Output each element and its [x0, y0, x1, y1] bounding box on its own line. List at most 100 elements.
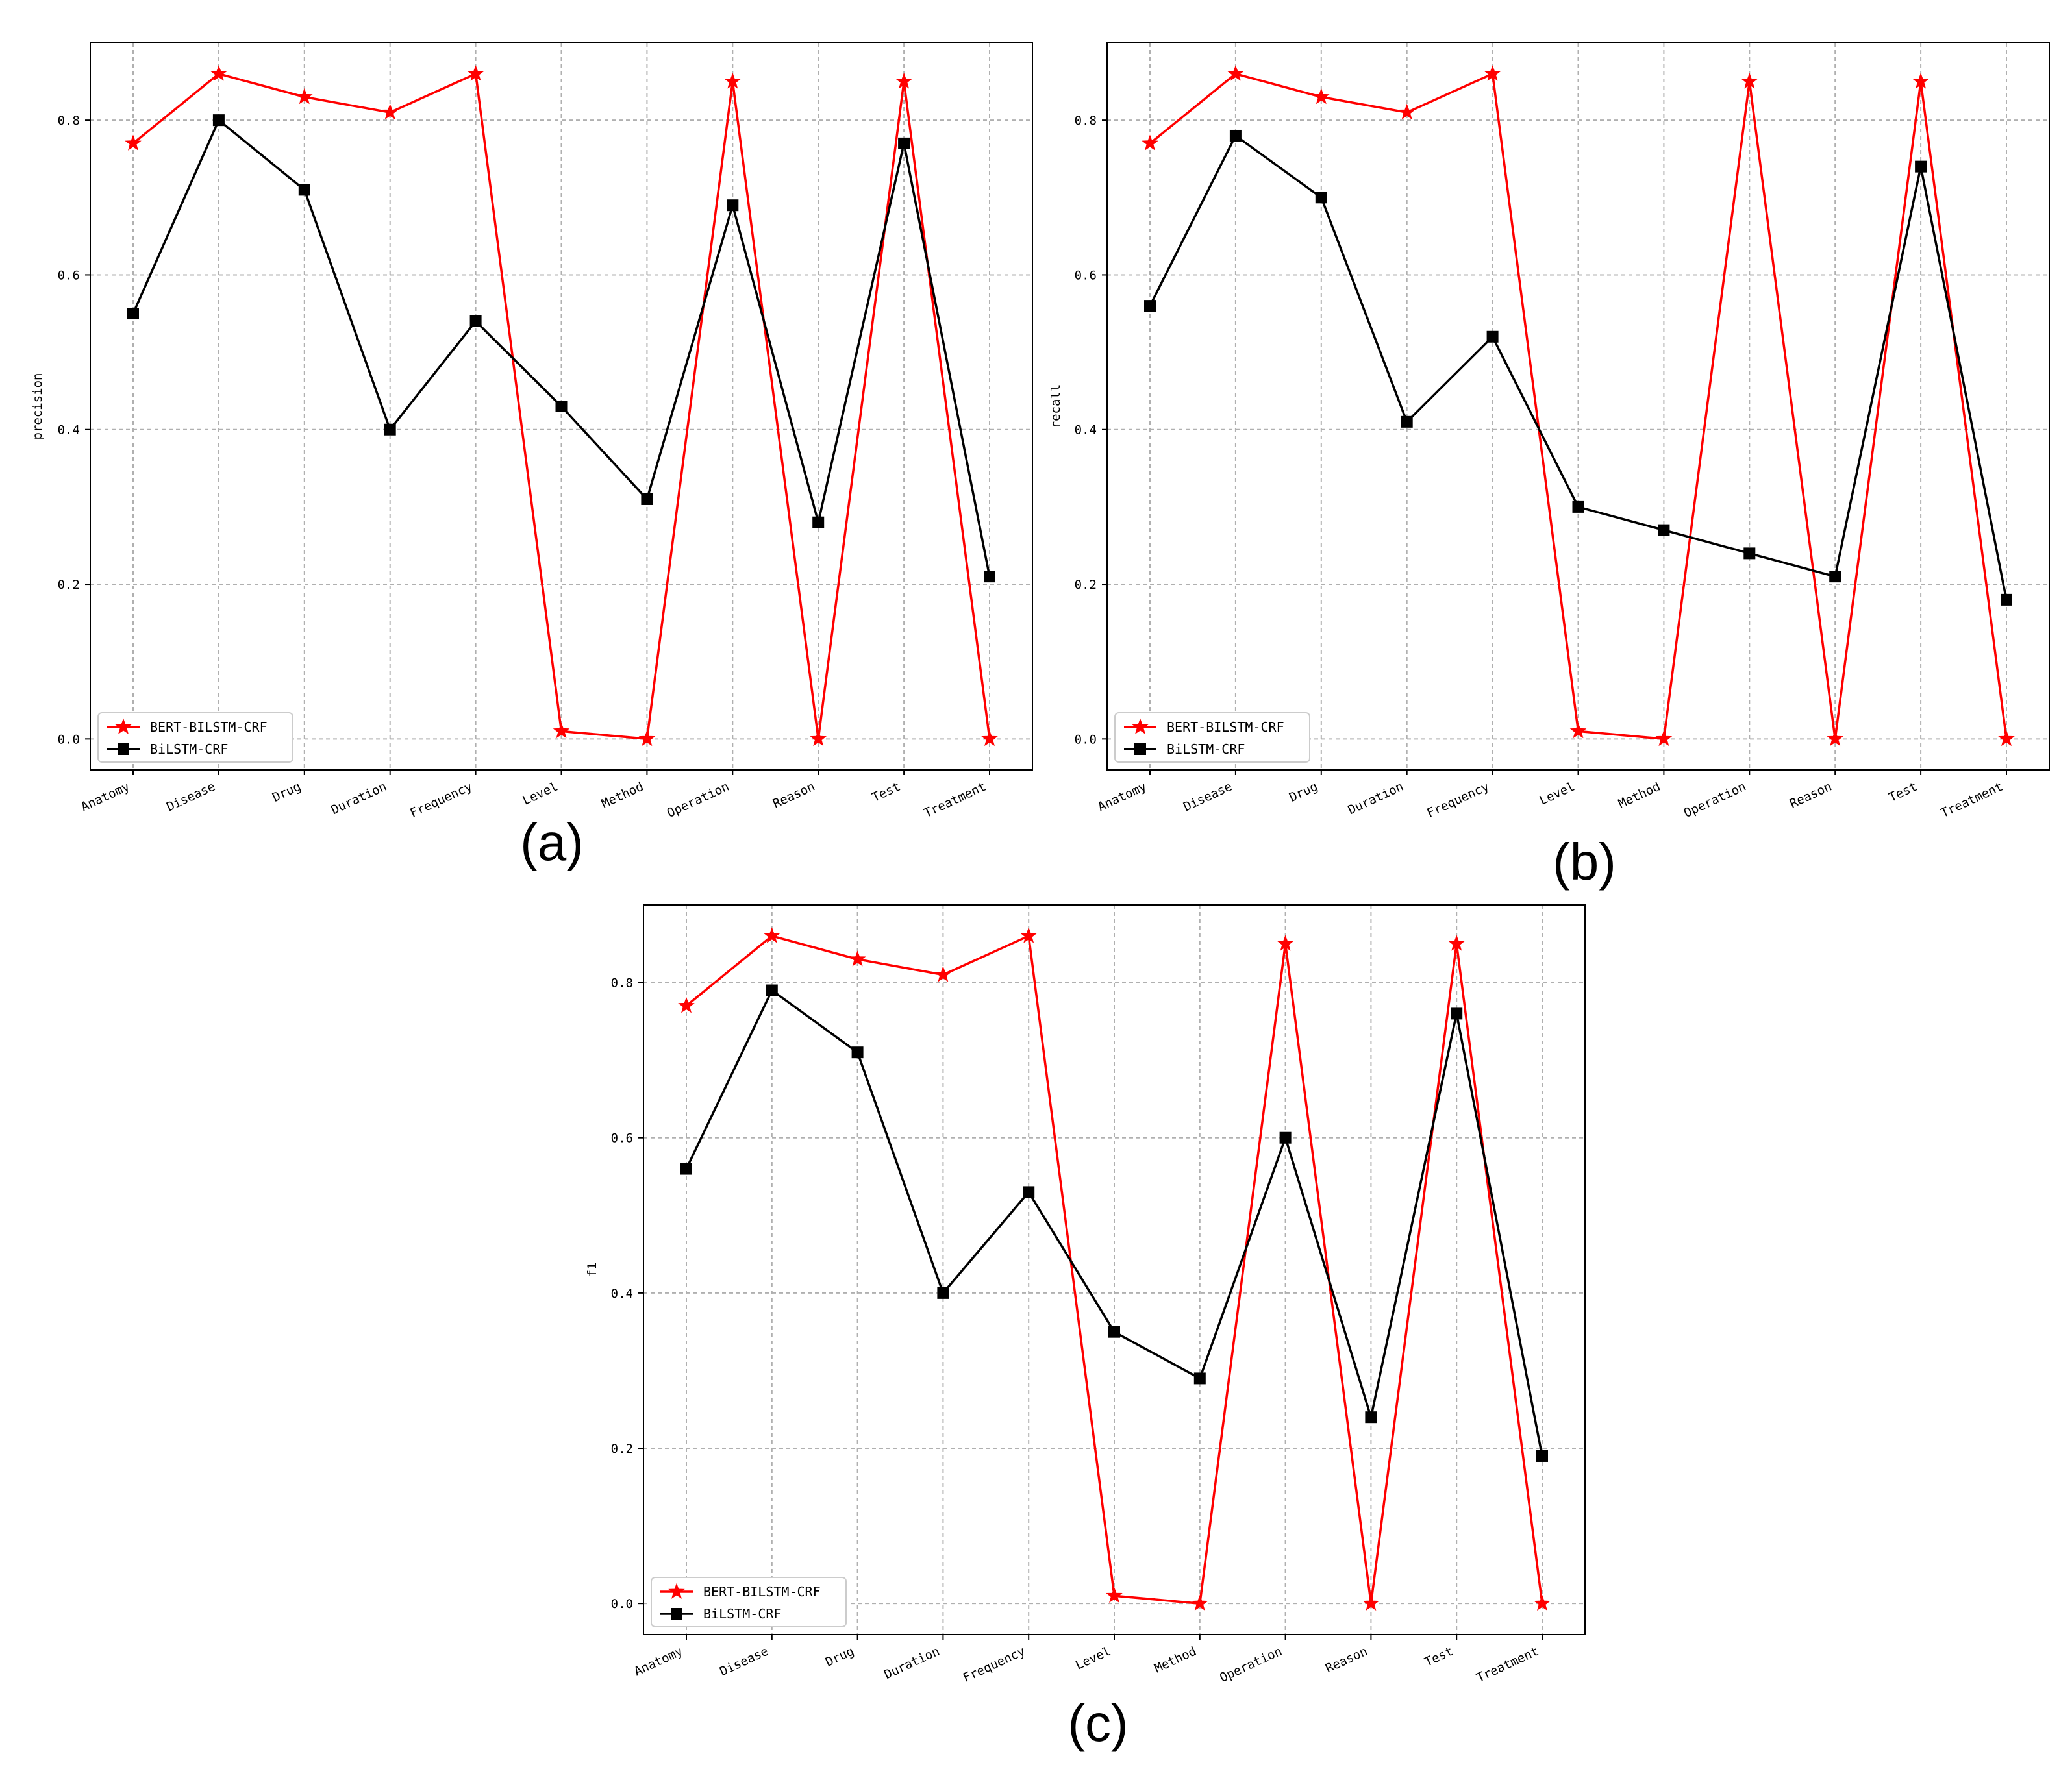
- data-point-bert-bilstm-crf: [1912, 73, 1929, 89]
- y-tick-label: 0.0: [1075, 732, 1097, 747]
- chart-panel-a: 0.0 0.2 0.4 0.6 0.8 Anatomy Disease Drug Duratio…: [31, 42, 1033, 871]
- x-tick-label: Anatomy: [632, 1644, 685, 1679]
- data-point-bilstm-crf: [1193, 1372, 1206, 1385]
- data-point-bert-bilstm-crf: [1142, 134, 1158, 151]
- data-point-bilstm-crf: [680, 1163, 692, 1175]
- x-tick-label: Disease: [1181, 780, 1234, 815]
- y-tick-label: 0.8: [611, 976, 633, 991]
- data-point-bert-bilstm-crf: [1020, 927, 1037, 943]
- data-point-bilstm-crf: [1279, 1131, 1292, 1144]
- data-point-bert-bilstm-crf: [1569, 722, 1587, 739]
- data-point-bilstm-crf: [384, 423, 396, 436]
- x-tick-label: Method: [1616, 780, 1663, 811]
- data-point-bert-bilstm-crf: [553, 722, 570, 739]
- legend-label: BiLSTM-CRF: [150, 741, 228, 757]
- data-point-bilstm-crf: [1658, 524, 1670, 536]
- legend-marker: [118, 743, 129, 755]
- data-point-bert-bilstm-crf: [467, 65, 484, 81]
- data-point-bert-bilstm-crf: [1448, 935, 1465, 951]
- x-tick-label: Treatment: [922, 780, 989, 821]
- data-point-bilstm-crf: [727, 199, 739, 212]
- x-tick-label: Test: [1886, 780, 1919, 805]
- y-axis-label: f1: [585, 1263, 599, 1278]
- panel-label: (c): [1067, 1694, 1128, 1752]
- chart-panel-c: 0.0 0.2 0.4 0.6 0.8 Anatomy Disease Drug Duratio…: [585, 904, 1586, 1752]
- legend-label: BiLSTM-CRF: [1167, 741, 1245, 757]
- legend-marker: [1134, 743, 1146, 755]
- y-tick-label: 0.0: [58, 732, 80, 747]
- data-point-bert-bilstm-crf: [1106, 1587, 1123, 1603]
- data-point-bert-bilstm-crf: [296, 88, 313, 105]
- x-tick-label: Reason: [1788, 780, 1834, 811]
- data-point-bert-bilstm-crf: [849, 950, 866, 967]
- data-point-bilstm-crf: [812, 516, 825, 528]
- y-axis-label: precision: [31, 373, 45, 440]
- y-tick-label: 0.6: [58, 268, 80, 282]
- data-point-bert-bilstm-crf: [1192, 1594, 1208, 1611]
- data-point-bert-bilstm-crf: [1227, 65, 1244, 81]
- data-point-bilstm-crf: [766, 984, 778, 996]
- x-tick-label: Drug: [1287, 780, 1320, 805]
- data-point-bert-bilstm-crf: [125, 134, 142, 151]
- legend-label: BERT-BILSTM-CRF: [1167, 719, 1284, 735]
- data-point-bilstm-crf: [469, 315, 482, 327]
- y-tick-label: 0.6: [611, 1131, 633, 1146]
- data-point-bilstm-crf: [1829, 571, 1841, 583]
- data-point-bilstm-crf: [984, 571, 995, 583]
- x-tick-label: Operation: [1682, 780, 1749, 821]
- data-point-bert-bilstm-crf: [895, 73, 912, 89]
- x-tick-label: Reason: [771, 780, 818, 811]
- legend-label: BiLSTM-CRF: [703, 1606, 781, 1622]
- legend-marker: [668, 1583, 685, 1599]
- data-point-bert-bilstm-crf: [1655, 730, 1673, 747]
- data-point-bert-bilstm-crf: [678, 996, 695, 1013]
- y-tick-label: 0.2: [1075, 578, 1097, 592]
- x-tick-label: Operation: [665, 780, 732, 821]
- y-tick-label: 0.6: [1075, 268, 1097, 282]
- data-point-bert-bilstm-crf: [210, 65, 227, 81]
- x-tick-label: Drug: [270, 780, 303, 805]
- x-tick-label: Reason: [1323, 1644, 1370, 1676]
- legend-box: [97, 712, 293, 763]
- data-point-bert-bilstm-crf: [981, 730, 998, 747]
- data-point-bert-bilstm-crf: [810, 730, 827, 747]
- panel-label: (a): [520, 813, 584, 871]
- data-point-bert-bilstm-crf: [1398, 103, 1416, 120]
- data-point-bert-bilstm-crf: [1484, 65, 1501, 81]
- data-point-bilstm-crf: [555, 401, 568, 412]
- data-point-bert-bilstm-crf: [1998, 730, 2015, 747]
- panel-label: (b): [1553, 833, 1616, 891]
- legend-box: [1114, 712, 1310, 763]
- y-tick-label: 0.2: [611, 1442, 633, 1456]
- legend-label: BERT-BILSTM-CRF: [150, 719, 268, 735]
- data-point-bilstm-crf: [1315, 192, 1327, 204]
- data-point-bert-bilstm-crf: [1313, 88, 1330, 105]
- legend-marker: [671, 1608, 682, 1620]
- data-point-bilstm-crf: [1451, 1007, 1463, 1020]
- data-point-bert-bilstm-crf: [1277, 935, 1294, 951]
- data-point-bert-bilstm-crf: [381, 103, 399, 120]
- data-point-bilstm-crf: [1486, 330, 1499, 343]
- data-point-bilstm-crf: [937, 1287, 949, 1299]
- data-point-bilstm-crf: [1536, 1450, 1548, 1462]
- x-tick-label: Test: [1423, 1644, 1456, 1670]
- y-tick-label: 0.8: [58, 114, 80, 128]
- x-tick-label: Disease: [164, 780, 218, 815]
- legend-label: BERT-BILSTM-CRF: [703, 1584, 821, 1600]
- x-tick-label: Duration: [329, 780, 389, 818]
- data-point-bilstm-crf: [1229, 129, 1242, 142]
- data-point-bilstm-crf: [1144, 300, 1156, 312]
- legend-box: [651, 1577, 847, 1627]
- plot-area: [1107, 43, 2049, 770]
- data-point-bert-bilstm-crf: [1741, 73, 1758, 89]
- x-tick-label: Method: [599, 780, 646, 811]
- x-tick-label: Level: [520, 780, 560, 808]
- x-tick-label: Anatomy: [1095, 780, 1149, 815]
- y-tick-label: 0.0: [611, 1597, 633, 1611]
- x-tick-label: Anatomy: [79, 780, 132, 815]
- data-point-bilstm-crf: [641, 493, 653, 505]
- data-point-bilstm-crf: [1023, 1186, 1035, 1198]
- x-tick-label: Duration: [882, 1644, 942, 1683]
- y-tick-label: 0.4: [58, 423, 80, 438]
